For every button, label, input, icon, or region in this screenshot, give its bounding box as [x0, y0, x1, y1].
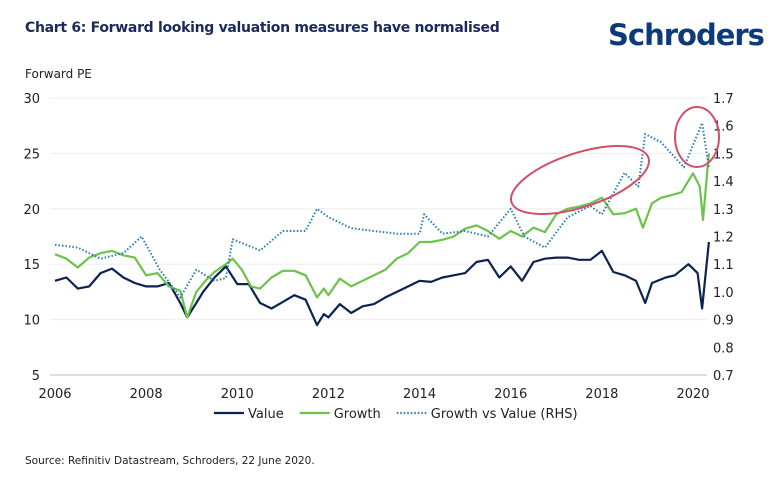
x-tick-label: 2010 [221, 387, 254, 402]
series-line-growth-vs-value-rhs- [54, 121, 710, 299]
y-right-tick-label: 1.4 [713, 175, 734, 190]
x-tick-label: 2012 [312, 387, 345, 402]
source-note: Source: Refinitiv Datastream, Schroders,… [25, 455, 315, 467]
y-right-tick-label: 1.0 [713, 286, 734, 301]
y-left-tick-label: 15 [23, 258, 40, 273]
y-left-tick-label: 30 [23, 92, 40, 107]
chart-title: Chart 6: Forward looking valuation measu… [25, 20, 500, 36]
highlight-circle [674, 106, 720, 168]
y-right-tick-label: 1.5 [713, 147, 734, 162]
x-tick-label: 2020 [676, 387, 709, 402]
series-line-value [54, 241, 710, 327]
y-left-tick-label: 10 [23, 314, 40, 329]
y-right-tick-label: 1.1 [713, 258, 734, 273]
x-tick-label: 2018 [585, 387, 618, 402]
x-tick-label: 2016 [494, 387, 527, 402]
legend-label: Growth vs Value (RHS) [431, 407, 578, 422]
schroders-logo: Schroders [608, 18, 765, 52]
y-right-tick-label: 1.7 [713, 92, 734, 107]
y-right-tick-label: 0.8 [713, 341, 734, 356]
x-tick-label: 2014 [403, 387, 436, 402]
y-left-tick-label: 20 [23, 203, 40, 218]
x-tick-label: 2008 [130, 387, 163, 402]
y-left-tick-label: 5 [32, 369, 40, 384]
legend-label: Value [248, 407, 284, 422]
y-right-tick-label: 0.9 [713, 314, 734, 329]
y-left-tick-label: 25 [23, 147, 40, 162]
y-axis-label: Forward PE [25, 67, 92, 81]
x-tick-label: 2006 [38, 387, 71, 402]
legend-label: Growth [334, 407, 381, 422]
highlight-ellipse [510, 145, 650, 215]
y-right-tick-label: 0.7 [713, 369, 734, 384]
series-line-growth [54, 153, 710, 319]
y-right-tick-label: 1.3 [713, 203, 734, 218]
y-right-tick-label: 1.2 [713, 231, 734, 246]
